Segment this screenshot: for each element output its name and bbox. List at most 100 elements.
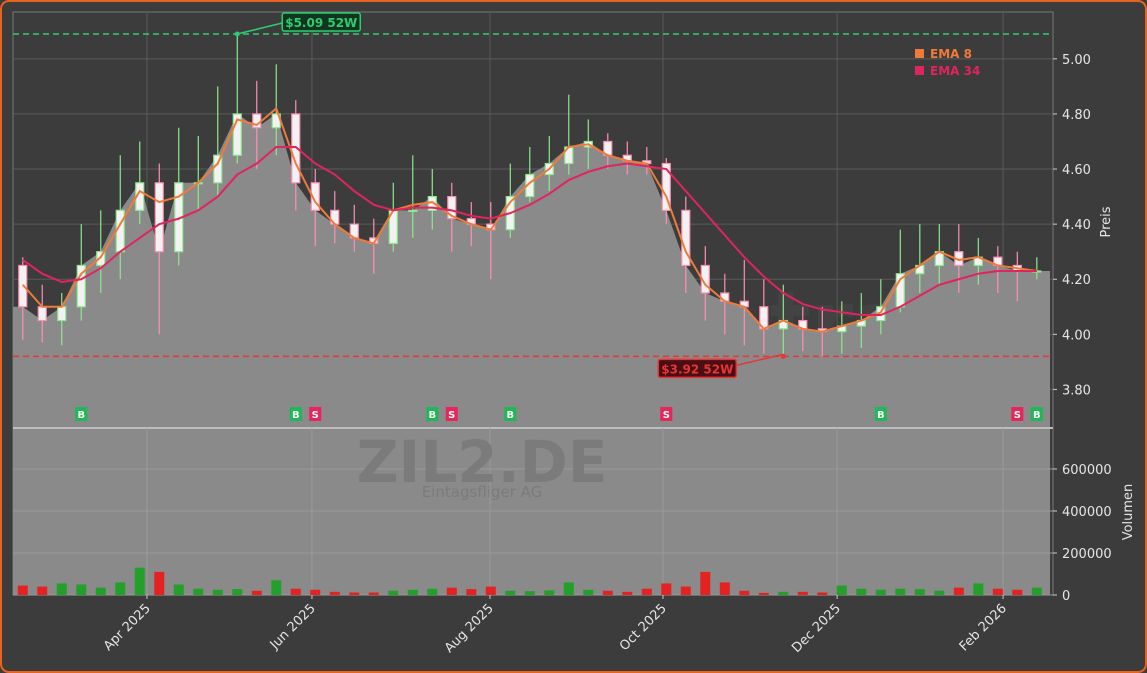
legend-label: EMA 8 [930, 47, 972, 61]
price-area [13, 113, 1050, 428]
volume-bar [466, 589, 477, 595]
volume-bar [641, 588, 652, 595]
signal-label: S [312, 410, 319, 421]
candle-body [310, 182, 320, 211]
signal-label: B [292, 410, 300, 421]
volume-bar [934, 590, 945, 595]
volume-bar [134, 567, 145, 595]
signal-marker [660, 407, 673, 421]
annotation-point [234, 31, 240, 37]
volume-bar [719, 582, 730, 595]
volume-area [13, 428, 1050, 595]
volume-bar [173, 584, 184, 595]
legend-swatch [915, 66, 924, 75]
volume-bar [485, 586, 496, 595]
annotation-point [780, 353, 786, 359]
candle-body [96, 251, 106, 267]
volume-bar [446, 587, 457, 595]
volume-bar [310, 589, 321, 595]
volume-bar [661, 583, 672, 595]
volume-bar [602, 590, 613, 595]
candle-body [57, 306, 67, 322]
candle-body [447, 195, 457, 220]
y-tick-label: 3.80 [1062, 383, 1091, 398]
volume-bar [505, 590, 516, 595]
y-axis-label: Volumen [1121, 484, 1136, 541]
annotation-label: $3.92 52W [661, 362, 733, 376]
volume-bar [232, 589, 243, 595]
signal-label: S [1014, 410, 1021, 421]
ema-line [22, 106, 1037, 333]
y-axis-label: Preis [1099, 206, 1114, 237]
signal-label: S [663, 410, 670, 421]
signal-label: B [506, 410, 514, 421]
candle-body [213, 154, 223, 184]
volume-bar [700, 571, 711, 595]
volume-bar [797, 591, 808, 595]
candle-body [115, 209, 125, 253]
volume-bar [1012, 589, 1023, 595]
volume-bar [895, 588, 906, 595]
signal-marker [289, 407, 302, 421]
y-tick-label: 5.00 [1062, 53, 1091, 68]
annotation-box [281, 12, 362, 32]
volume-bar [583, 589, 594, 595]
y-tick-label: 600000 [1062, 463, 1112, 478]
volume-bar [290, 588, 301, 595]
volume-bar [407, 589, 418, 595]
signal-marker [874, 407, 887, 421]
volume-bar [17, 585, 28, 595]
signal-marker [445, 407, 458, 421]
candle-body [37, 306, 47, 322]
volume-bar [544, 590, 555, 595]
candle-body [232, 113, 242, 156]
volume-bar [95, 587, 106, 595]
signal-marker [504, 407, 517, 421]
volume-bar [368, 592, 379, 595]
volume-bar [251, 590, 262, 595]
signal-label: B [77, 410, 85, 421]
volume-bar [973, 583, 984, 595]
signal-marker [426, 407, 439, 421]
volume-bar [37, 586, 48, 595]
y-tick-label: 4.80 [1062, 108, 1091, 123]
volume-bar [76, 584, 87, 595]
signal-marker [1011, 407, 1024, 421]
volume-bar [388, 590, 399, 595]
ema-line [22, 145, 1037, 317]
volume-bar [271, 580, 282, 595]
volume-bar [992, 588, 1003, 595]
signal-label: B [1033, 410, 1041, 421]
legend-swatch [915, 49, 924, 58]
signal-label: B [428, 410, 436, 421]
volume-bar [563, 582, 574, 595]
volume-bar [622, 591, 633, 595]
y-tick-label: 0 [1062, 589, 1070, 604]
y-tick-label: 4.20 [1062, 273, 1091, 288]
volume-bar [739, 590, 750, 595]
watermark-subtitle: Eintagsfliger AG [422, 483, 542, 501]
candle-body [661, 162, 671, 211]
signal-label: B [877, 410, 885, 421]
y-tick-label: 4.60 [1062, 163, 1091, 178]
volume-bar [856, 588, 867, 595]
volume-bar [56, 583, 67, 595]
volume-bar [817, 592, 828, 595]
volume-bar [875, 589, 886, 595]
annotation-box [657, 358, 738, 379]
candle-body [154, 182, 164, 253]
annotation-arrow [237, 22, 283, 35]
signal-marker [309, 407, 322, 421]
annotation-arrow [736, 353, 784, 367]
y-tick-label: 200000 [1062, 547, 1112, 562]
overlay: 3.80 4.00 4.20 4.40 4.60 4.80 5.00 EMA 8 EMA 34 $… [13, 12, 1114, 421]
candle-body [408, 209, 418, 212]
y-tick-label: 4.40 [1062, 218, 1091, 233]
price-panel: forexsignale.trade [13, 12, 1053, 428]
annotation-label: $5.09 52W [285, 16, 357, 30]
volume-bar [836, 585, 847, 595]
signal-marker [1030, 407, 1043, 421]
volume-bar [524, 591, 535, 595]
volume-bar [115, 582, 126, 595]
